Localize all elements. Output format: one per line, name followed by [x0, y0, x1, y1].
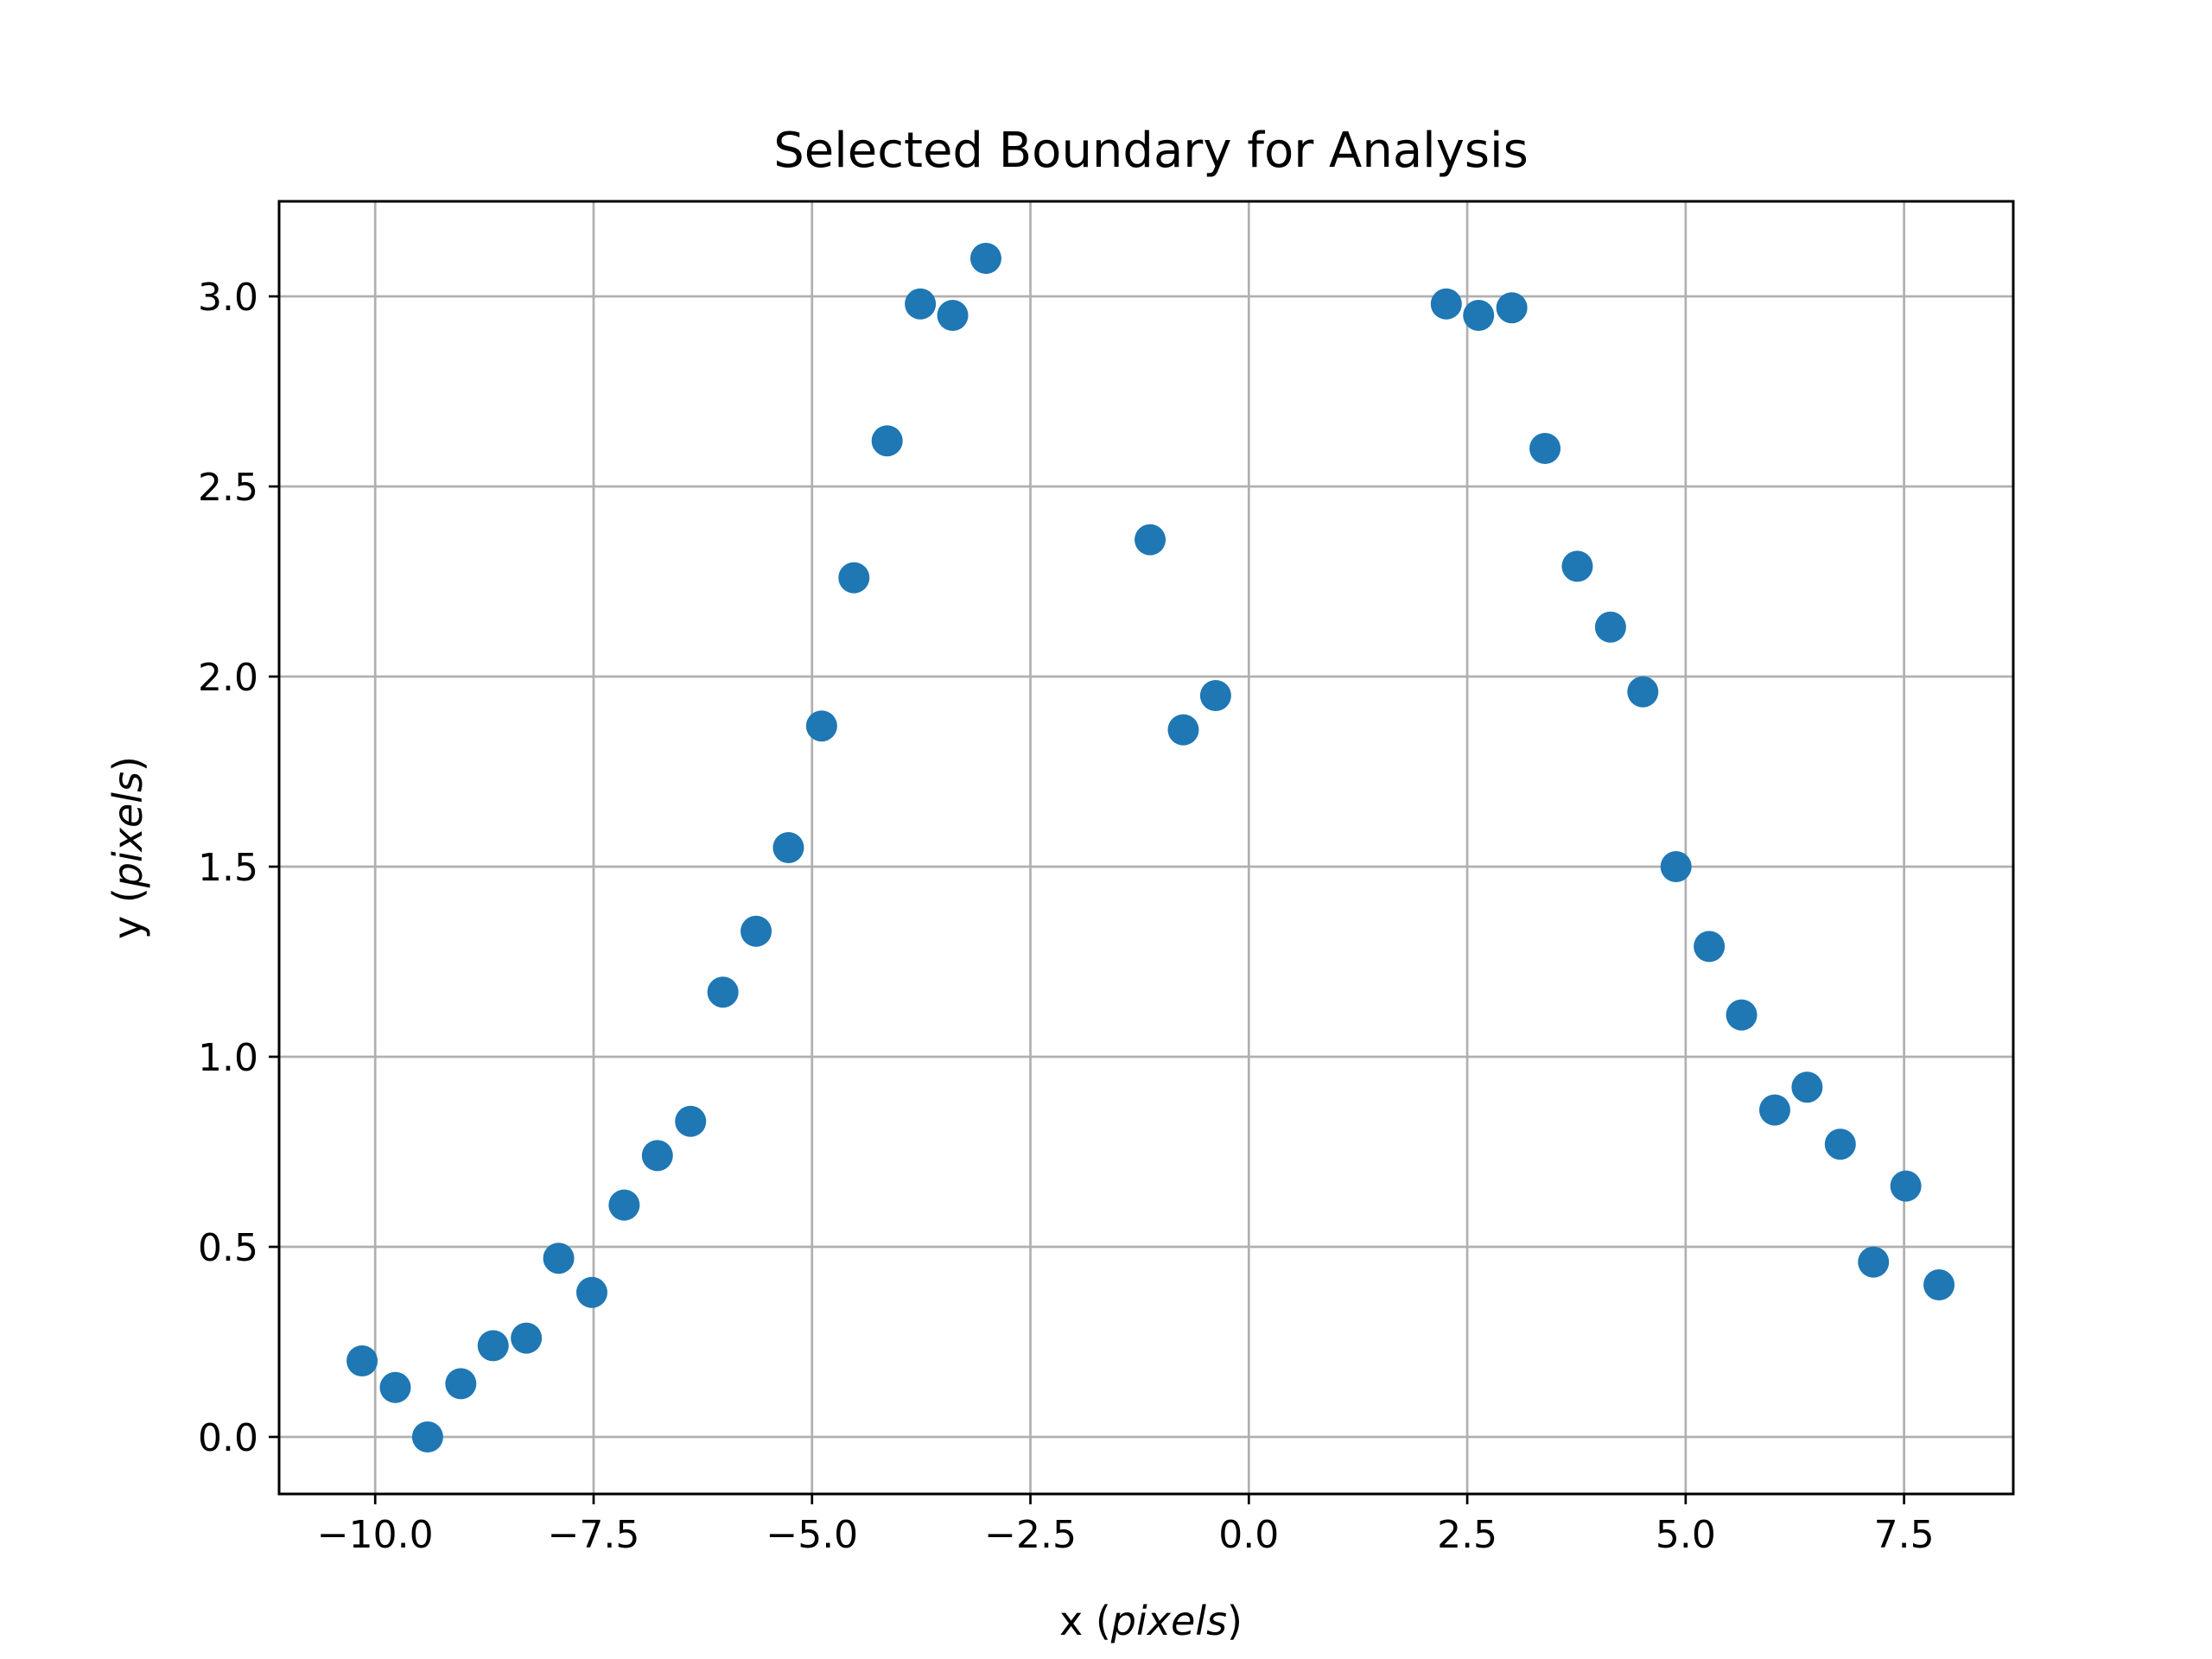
data-point — [707, 976, 739, 1008]
data-point — [1627, 676, 1659, 708]
data-point — [641, 1140, 673, 1172]
data-point — [772, 832, 804, 863]
data-point — [1135, 524, 1166, 556]
data-point — [411, 1421, 443, 1452]
data-point — [1594, 611, 1626, 643]
x-tick-label: 7.5 — [1874, 1513, 1935, 1557]
y-axis-label-prefix: y ( — [105, 887, 151, 939]
x-axis-label-unit: pixels — [1110, 1598, 1227, 1644]
y-tick-label: 3.0 — [198, 276, 258, 320]
data-point — [1463, 300, 1495, 331]
x-axis-label-prefix: x ( — [1059, 1598, 1111, 1644]
y-tick-label: 1.5 — [198, 846, 258, 890]
data-point — [1726, 999, 1758, 1031]
y-tick-label: 0.5 — [198, 1226, 258, 1270]
x-tick-label: 5.0 — [1656, 1513, 1716, 1557]
data-point — [379, 1371, 411, 1403]
data-point — [1561, 550, 1593, 582]
data-point — [1167, 714, 1199, 746]
x-tick-label: −5.0 — [766, 1513, 858, 1557]
x-tick-label: −2.5 — [984, 1513, 1077, 1557]
data-point — [675, 1105, 707, 1137]
data-point — [937, 300, 969, 331]
data-point — [608, 1189, 640, 1221]
data-point — [1660, 851, 1692, 882]
data-point — [511, 1322, 543, 1354]
data-point — [1496, 292, 1528, 324]
y-axis-label-suffix: ) — [105, 756, 151, 772]
x-tick-label: 0.0 — [1218, 1513, 1279, 1557]
data-point — [838, 562, 870, 594]
y-axis-ticks: 0.0 0.5 1.0 1.5 2.0 2.5 3.0 — [198, 276, 279, 1460]
data-point — [1694, 931, 1726, 963]
data-point — [871, 425, 903, 457]
data-point — [1923, 1269, 1955, 1300]
data-point — [805, 710, 837, 742]
y-tick-label: 2.5 — [198, 466, 258, 510]
y-axis-label: y (pixels) — [105, 756, 151, 939]
data-point — [575, 1276, 607, 1308]
data-point — [1890, 1170, 1922, 1202]
y-tick-label: 2.0 — [198, 656, 258, 700]
data-point — [477, 1330, 509, 1362]
x-tick-label: −10.0 — [317, 1513, 434, 1557]
x-axis-label-suffix: ) — [1227, 1598, 1243, 1644]
data-point — [741, 915, 772, 947]
y-axis-label-unit: pixels — [105, 772, 151, 888]
x-axis-label: x (pixels) — [1059, 1598, 1243, 1644]
y-tick-label: 0.0 — [198, 1416, 258, 1460]
data-point — [969, 243, 1001, 274]
data-point — [346, 1345, 378, 1376]
x-tick-label: −7.5 — [548, 1513, 640, 1557]
data-point — [1824, 1128, 1856, 1160]
data-points — [346, 243, 1955, 1452]
chart-title: Selected Boundary for Analysis — [773, 123, 1529, 179]
data-point — [905, 288, 937, 320]
data-point — [445, 1368, 477, 1400]
data-point — [1758, 1094, 1790, 1126]
grid-lines — [279, 201, 2013, 1494]
data-point — [543, 1243, 575, 1274]
x-tick-label: 2.5 — [1437, 1513, 1497, 1557]
plot-area-frame — [277, 200, 2015, 1496]
data-point — [1199, 680, 1231, 711]
data-point — [1791, 1071, 1823, 1103]
data-point — [1529, 433, 1561, 464]
data-point — [1430, 288, 1462, 320]
x-axis-ticks: −10.0 −7.5 −5.0 −2.5 0.0 2.5 5.0 7.5 — [317, 1494, 1935, 1557]
data-point — [1858, 1246, 1890, 1278]
y-tick-label: 1.0 — [198, 1036, 258, 1080]
